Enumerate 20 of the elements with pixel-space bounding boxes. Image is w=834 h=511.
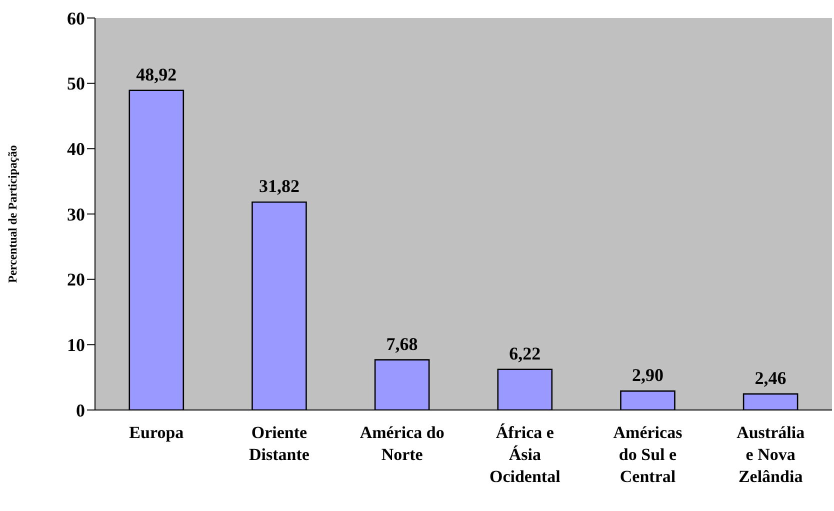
y-axis-title: Percentual de Participação: [5, 145, 20, 283]
y-tick-label: 40: [67, 139, 85, 160]
x-tick-label: Europa: [129, 423, 184, 442]
data-label: 2,90: [632, 365, 664, 386]
y-tick-label: 20: [67, 270, 85, 290]
y-tick-label: 0: [76, 400, 85, 420]
x-tick-label: África e Ásia Ocidental: [489, 423, 561, 486]
data-label: 31,82: [258, 176, 300, 196]
x-tick-label: Austrália e Nova Zelândia: [736, 423, 806, 486]
data-label: 2,46: [754, 368, 786, 388]
y-tick-label: 50: [67, 74, 85, 94]
y-tick-label: 60: [67, 8, 85, 28]
y-tick-label: 30: [67, 204, 85, 224]
x-tick-label: Oriente Distante: [249, 423, 310, 464]
x-tick-label: Américas do Sul e Central: [613, 423, 683, 486]
y-tick-label: 10: [67, 335, 85, 356]
data-label: 7,68: [386, 334, 418, 354]
data-label: 48,92: [136, 64, 177, 84]
x-tick-label: América do Norte: [360, 423, 444, 464]
data-label: 6,22: [509, 343, 541, 364]
